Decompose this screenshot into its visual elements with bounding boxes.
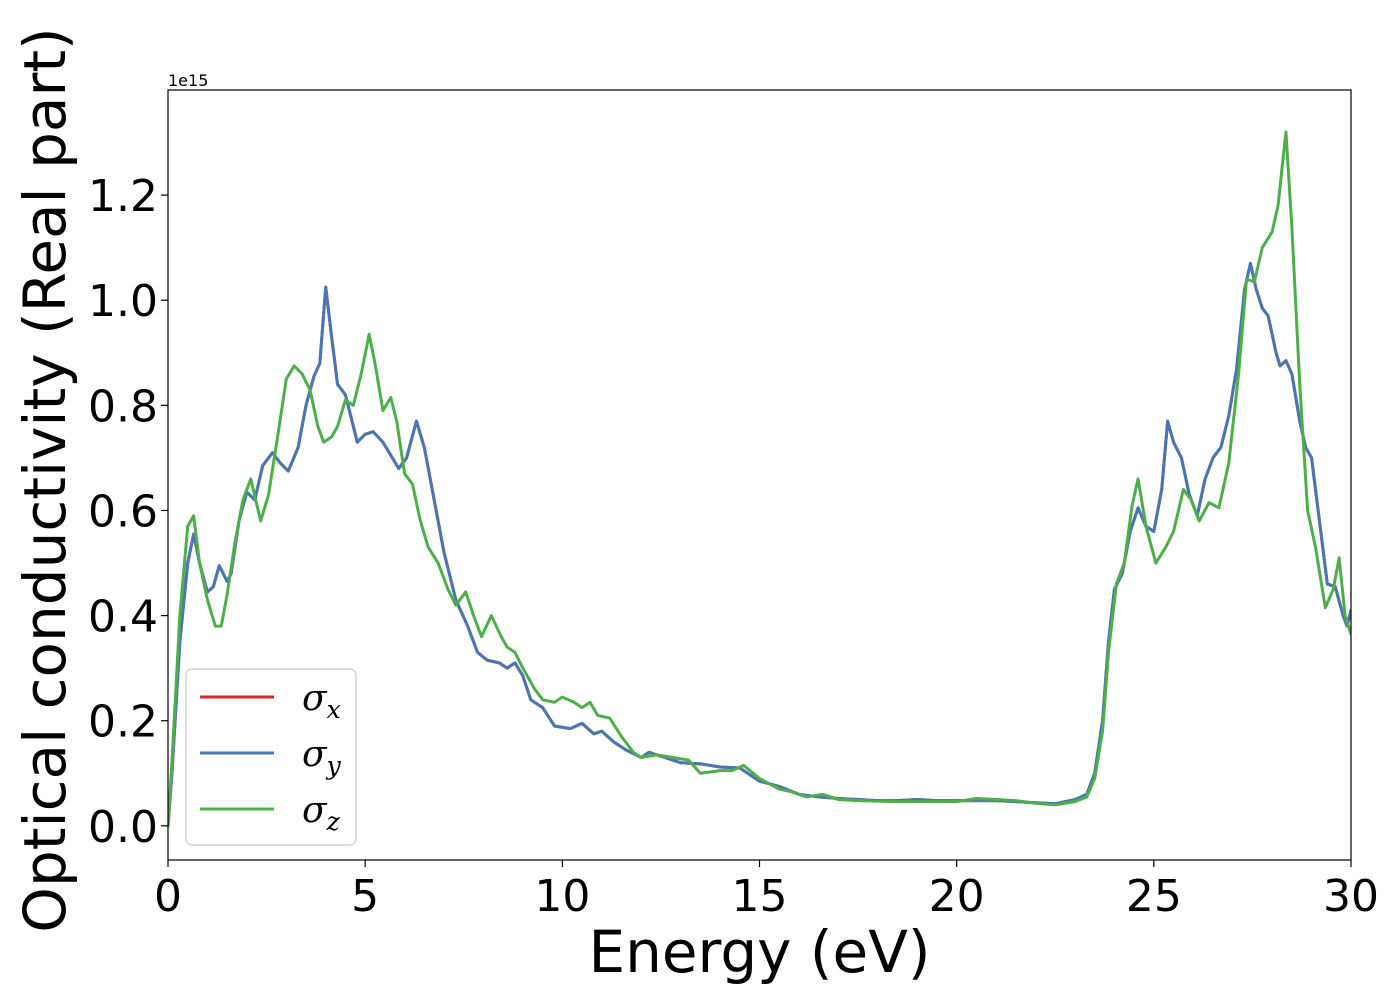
y-tick-label: 1.2 <box>88 171 158 222</box>
series-line-z <box>168 130 1351 828</box>
y-offset-label: 1e15 <box>168 71 208 90</box>
y-tick-label: 0.4 <box>88 592 158 643</box>
x-tick-label: 5 <box>351 871 379 922</box>
y-tick-label: 0.8 <box>88 381 158 432</box>
y-axis: 0.0 0.2 0.4 0.6 0.8 1.0 1.2 <box>88 171 168 853</box>
x-axis: 0 5 10 15 20 25 30 <box>154 860 1379 922</box>
y-tick-label: 0.0 <box>88 802 158 853</box>
x-tick-label: 15 <box>732 871 788 922</box>
x-tick-label: 30 <box>1323 871 1379 922</box>
plot-background <box>168 90 1351 860</box>
y-tick-label: 1.0 <box>88 276 158 327</box>
x-tick-label: 0 <box>154 871 182 922</box>
x-tick-label: 20 <box>929 871 985 922</box>
x-axis-label: Energy (eV) <box>588 918 930 986</box>
legend-frame <box>185 668 357 846</box>
x-tick-label: 25 <box>1126 871 1182 922</box>
y-tick-label: 0.2 <box>88 697 158 748</box>
series-layer <box>168 130 1351 828</box>
y-tick-label: 0.6 <box>88 486 158 537</box>
y-axis-label: Optical conductivity (Real part) <box>11 27 79 932</box>
x-tick-label: 10 <box>534 871 590 922</box>
